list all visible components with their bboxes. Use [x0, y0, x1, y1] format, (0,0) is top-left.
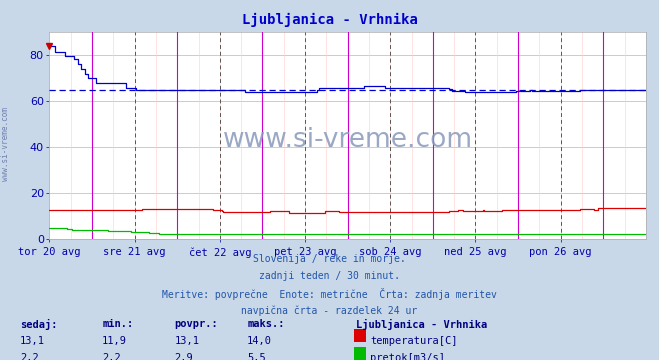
Text: 5,5: 5,5 [247, 353, 266, 360]
Text: Ljubljanica - Vrhnika: Ljubljanica - Vrhnika [242, 13, 417, 27]
Text: www.si-vreme.com: www.si-vreme.com [1, 107, 10, 181]
Text: 2,2: 2,2 [20, 353, 38, 360]
Text: 14,0: 14,0 [247, 336, 272, 346]
Text: 13,1: 13,1 [175, 336, 200, 346]
Text: Meritve: povprečne  Enote: metrične  Črta: zadnja meritev: Meritve: povprečne Enote: metrične Črta:… [162, 288, 497, 300]
Text: 13,1: 13,1 [20, 336, 45, 346]
Text: pretok[m3/s]: pretok[m3/s] [370, 353, 445, 360]
Text: temperatura[C]: temperatura[C] [370, 336, 458, 346]
Text: Slovenija / reke in morje.: Slovenija / reke in morje. [253, 254, 406, 264]
Text: povpr.:: povpr.: [175, 319, 218, 329]
Text: 2,9: 2,9 [175, 353, 193, 360]
Text: Ljubljanica - Vrhnika: Ljubljanica - Vrhnika [356, 319, 487, 330]
Text: 11,9: 11,9 [102, 336, 127, 346]
Text: maks.:: maks.: [247, 319, 285, 329]
Text: min.:: min.: [102, 319, 133, 329]
Text: sedaj:: sedaj: [20, 319, 57, 330]
Text: www.si-vreme.com: www.si-vreme.com [223, 127, 473, 153]
Text: navpična črta - razdelek 24 ur: navpična črta - razdelek 24 ur [241, 306, 418, 316]
Text: 2,2: 2,2 [102, 353, 121, 360]
Text: zadnji teden / 30 minut.: zadnji teden / 30 minut. [259, 271, 400, 281]
